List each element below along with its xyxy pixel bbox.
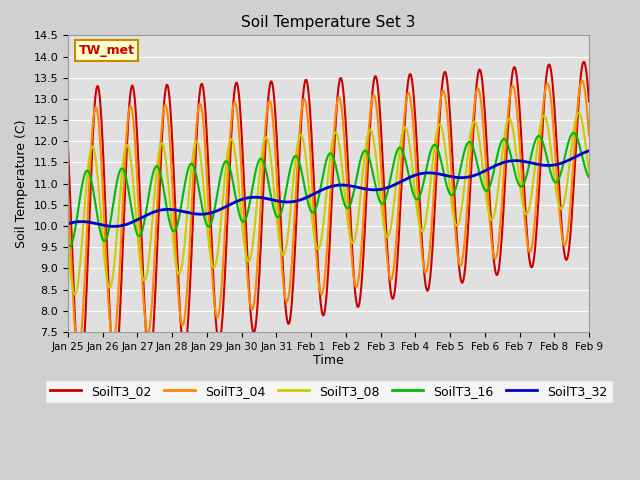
Text: TW_met: TW_met: [79, 44, 134, 57]
Y-axis label: Soil Temperature (C): Soil Temperature (C): [15, 120, 28, 248]
Title: Soil Temperature Set 3: Soil Temperature Set 3: [241, 15, 416, 30]
Legend: SoilT3_02, SoilT3_04, SoilT3_08, SoilT3_16, SoilT3_32: SoilT3_02, SoilT3_04, SoilT3_08, SoilT3_…: [45, 380, 612, 403]
X-axis label: Time: Time: [313, 354, 344, 368]
